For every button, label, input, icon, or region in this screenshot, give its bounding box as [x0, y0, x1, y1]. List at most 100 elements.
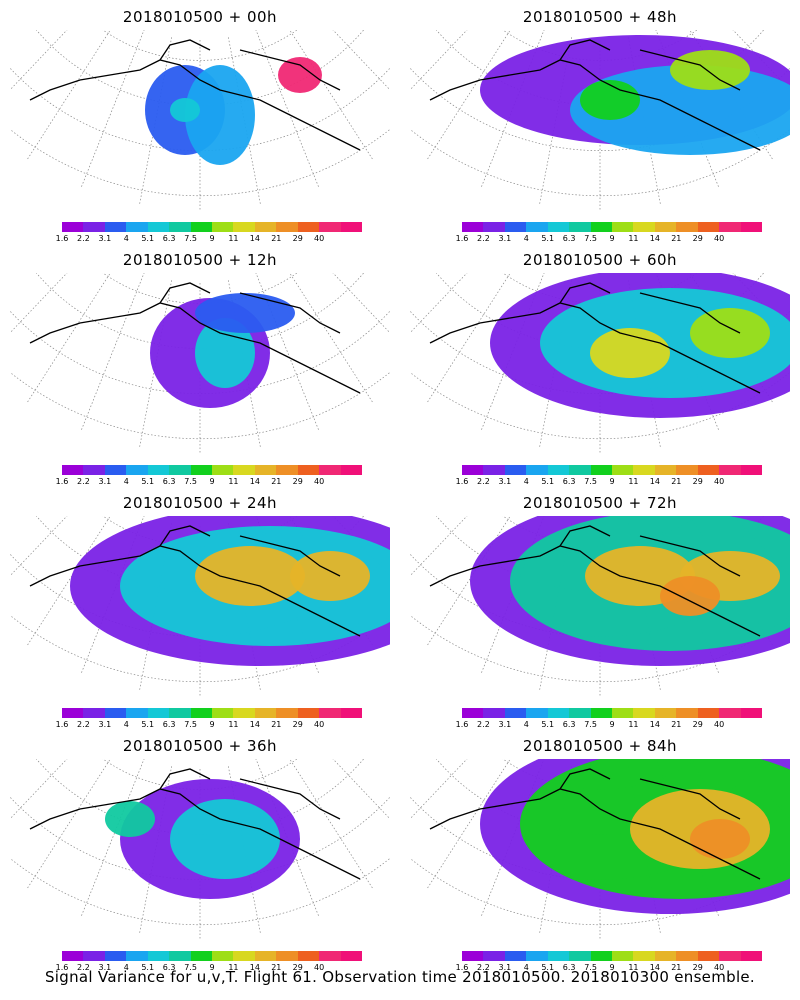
graticule-latitude [410, 371, 790, 440]
colorbar-swatch [676, 708, 699, 718]
colorbar-swatch [147, 951, 170, 961]
graticule-longitude [10, 273, 68, 334]
colorbar-tick-label: 21 [671, 234, 682, 243]
variance-field [195, 318, 255, 388]
colorbar-tick-label: 6.3 [162, 477, 176, 486]
colorbar-swatch [83, 708, 106, 718]
colorbar-swatch [676, 951, 699, 961]
coastline [29, 282, 361, 394]
panel-title: 2018010500 + 00h [122, 8, 278, 26]
panel-title: 2018010500 + 60h [522, 251, 678, 269]
colorbar-tick-label: 9 [609, 963, 615, 972]
colorbar-swatch [169, 222, 192, 232]
graticule-longitude [255, 30, 320, 188]
colorbar-swatch [547, 222, 570, 232]
colorbar-tick-label: 1.6 [455, 963, 469, 972]
colorbar: 1.6 2.2 3.1 4 5.1 6.3 7.5 9 11 14 21 29 40 [456, 465, 763, 486]
graticule-longitude [332, 759, 390, 820]
colorbar: 1.6 2.2 3.1 4 5.1 6.3 7.5 9 11 14 21 29 40 [56, 222, 363, 243]
colorbar-tick-label: 40 [314, 477, 325, 486]
colorbar-swatch [504, 708, 527, 718]
colorbar-tick-label: 7.5 [184, 720, 197, 729]
colorbar-tick-label: 11 [228, 477, 239, 486]
colorbar-tick-label: 3.1 [498, 234, 512, 243]
colorbar-swatch [654, 465, 677, 475]
panel-title: 2018010500 + 24h [122, 494, 278, 512]
colorbar-swatch [190, 708, 213, 718]
variance-field [195, 293, 295, 333]
colorbar-swatch [697, 708, 720, 718]
colorbar-swatch [254, 465, 277, 475]
colorbar: 1.6 2.2 3.1 4 5.1 6.3 7.5 9 11 14 21 29 40 [56, 951, 363, 972]
panel-title: 2018010500 + 84h [522, 737, 678, 755]
colorbar-swatch [590, 708, 613, 718]
coastline [429, 282, 761, 394]
map-panel: 2018010500 + 00h 1.6 2.2 3.1 4 5.1 6.3 7.5 9 11 14… [0, 0, 400, 243]
colorbar-tick-label: 3.1 [498, 963, 512, 972]
coastline [29, 525, 361, 637]
graticule-latitude [410, 857, 790, 926]
colorbar-swatch [62, 222, 84, 232]
variance-field [185, 65, 255, 165]
colorbar-tick-label: 2.2 [477, 477, 490, 486]
graticule-longitude [427, 273, 511, 403]
colorbar-tick-label: 1.6 [455, 477, 469, 486]
graticule-longitude [410, 759, 468, 820]
colorbar-tick-label: 11 [628, 477, 639, 486]
coastline [429, 39, 761, 151]
colorbar-tick-label: 7.5 [184, 234, 197, 243]
graticule-latitude [10, 371, 390, 440]
colorbar-tick-label: 9 [209, 234, 215, 243]
colorbar-tick-label: 9 [609, 234, 615, 243]
colorbar-tick-label: 4 [123, 720, 129, 729]
colorbar-tick-label: 7.5 [584, 963, 597, 972]
colorbar-tick-label: 6.3 [562, 477, 576, 486]
colorbar-tick-label: 4 [523, 234, 529, 243]
map-panel: 2018010500 + 24h 1.6 2.2 3.1 4 5.1 6.3 7.5 9 11 14… [0, 486, 400, 729]
colorbar-tick-label: 14 [249, 234, 260, 243]
graticule-longitude [80, 759, 145, 917]
colorbar-tick-label: 29 [692, 477, 703, 486]
colorbar-swatch [147, 222, 170, 232]
colorbar-swatch [104, 222, 127, 232]
colorbar-tick-label: 5.1 [541, 477, 555, 486]
graticule-longitude [10, 30, 68, 91]
colorbar-swatch [654, 708, 677, 718]
colorbar-swatch [462, 951, 484, 961]
colorbar-swatch [83, 222, 106, 232]
colorbar-swatch [62, 708, 84, 718]
colorbar-tick-label: 11 [228, 234, 239, 243]
colorbar-tick-label: 40 [314, 234, 325, 243]
colorbar-tick-label: 6.3 [162, 963, 176, 972]
variance-field [670, 50, 750, 90]
colorbar-swatch [719, 951, 742, 961]
colorbar-swatch [297, 465, 320, 475]
coastline [429, 768, 761, 880]
variance-field [690, 308, 770, 358]
colorbar-tick-label: 7.5 [184, 477, 197, 486]
graticule-latitude [410, 614, 790, 683]
colorbar-tick-label: 3.1 [498, 477, 512, 486]
colorbar-tick-label: 5.1 [541, 963, 555, 972]
colorbar-swatch [126, 465, 149, 475]
colorbar-tick-label: 4 [123, 234, 129, 243]
colorbar-swatch [504, 951, 527, 961]
colorbar-swatch [340, 951, 363, 961]
graticule-latitude [10, 857, 390, 926]
colorbar-swatch [212, 222, 234, 232]
colorbar-swatch [654, 222, 677, 232]
coastline [429, 525, 761, 637]
colorbar-tick-label: 5.1 [141, 234, 155, 243]
colorbar-tick-label: 4 [523, 963, 529, 972]
colorbar-tick-label: 14 [649, 720, 660, 729]
colorbar-swatch [590, 465, 613, 475]
colorbar-swatch [547, 951, 570, 961]
colorbar-swatch [212, 951, 234, 961]
colorbar-swatch [340, 708, 363, 718]
polar-stereographic-map [410, 273, 790, 453]
colorbar-tick-label: 2.2 [77, 234, 90, 243]
colorbar-tick-label: 5.1 [541, 234, 555, 243]
colorbar-swatch [126, 222, 149, 232]
colorbar-tick-label: 2.2 [77, 720, 90, 729]
colorbar-swatch [740, 708, 763, 718]
